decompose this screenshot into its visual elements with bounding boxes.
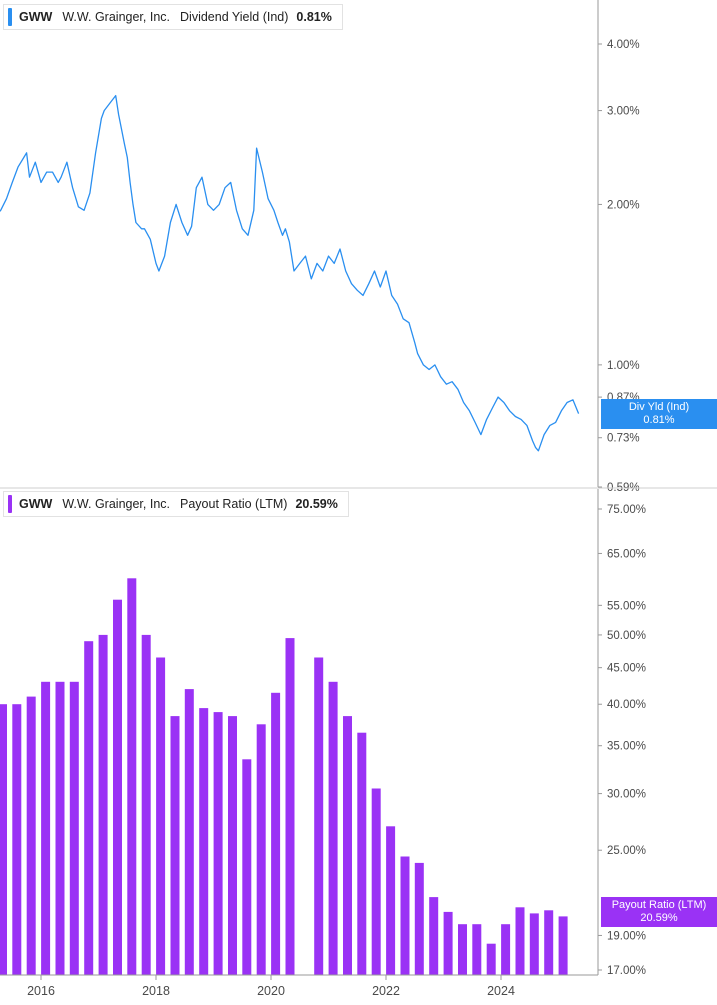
payout-bar (271, 692, 281, 975)
dividend-yield-line (0, 94, 580, 452)
payout-tag-label: Payout Ratio (LTM) (611, 899, 707, 911)
payout-bar (544, 910, 554, 975)
payout-bar (127, 578, 137, 975)
bottom-y-tick-label: 30.00% (607, 789, 646, 801)
bottom-legend-company: W.W. Grainger, Inc. (62, 497, 171, 511)
payout-bar (458, 924, 467, 975)
payout-bar (343, 716, 352, 975)
payout-bar (400, 856, 410, 975)
top-y-tick-label: 1.00% (607, 360, 640, 372)
payout-bar (0, 704, 7, 975)
bottom-y-tick-label: 17.00% (607, 965, 646, 977)
payout-bar (55, 681, 65, 975)
payout-bar (501, 924, 511, 975)
bottom-legend-value: 20.59% (295, 497, 338, 511)
payout-bar (141, 634, 151, 975)
payout-bar (414, 862, 424, 975)
payout-tag-value: 20.59% (640, 912, 678, 924)
payout-bar (242, 759, 252, 975)
bottom-legend-ticker: GWW (19, 497, 53, 511)
payout-bar (386, 826, 396, 975)
top-legend-value: 0.81% (296, 10, 332, 24)
payout-bar (486, 943, 496, 975)
payout-bar (328, 681, 338, 975)
div-yield-price-tag: Div Yld (Ind) 0.81% (601, 399, 717, 429)
payout-bar (371, 788, 381, 975)
bottom-legend: GWW W.W. Grainger, Inc. Payout Ratio (LT… (3, 491, 349, 517)
payout-bar (170, 716, 180, 975)
bottom-y-tick-label: 75.00% (607, 504, 646, 516)
bottom-y-tick-label: 45.00% (607, 663, 646, 675)
payout-bar (41, 681, 51, 975)
x-tick-label: 2024 (487, 984, 515, 998)
payout-bar (199, 708, 209, 975)
payout-bar (314, 657, 324, 975)
div-yield-tag-value: 0.81% (643, 414, 675, 426)
top-y-tick-label: 4.00% (607, 39, 640, 51)
x-tick-label: 2022 (372, 984, 400, 998)
payout-bar (213, 712, 223, 975)
bottom-y-tick-label: 50.00% (607, 630, 646, 642)
top-y-tick-label: 2.00% (607, 199, 640, 211)
payout-bar (443, 911, 453, 975)
top-legend-ticker: GWW (19, 10, 53, 24)
bottom-y-tick-label: 19.00% (607, 930, 646, 942)
top-y-tick-label: 3.00% (607, 106, 640, 118)
payout-bar (256, 724, 266, 975)
payout-bar (429, 897, 439, 975)
div-yield-tag-label: Div Yld (Ind) (628, 401, 690, 413)
payout-bar (98, 634, 108, 975)
bottom-y-tick-label: 40.00% (607, 699, 646, 711)
payout-bar (529, 913, 539, 975)
bottom-legend-swatch (8, 495, 12, 513)
bottom-y-tick-label: 25.00% (607, 845, 646, 857)
top-y-tick-label: 0.73% (607, 433, 640, 445)
top-legend-company: W.W. Grainger, Inc. (62, 10, 171, 24)
payout-bar (113, 599, 122, 975)
payout-bar (472, 924, 482, 975)
top-legend-metric: Dividend Yield (Ind) (180, 10, 289, 24)
payout-bar (558, 916, 568, 975)
payout-bar (84, 641, 94, 975)
payout-bar (26, 696, 36, 975)
payout-bar (357, 732, 367, 975)
top-legend: GWW W.W. Grainger, Inc. Dividend Yield (… (3, 4, 343, 30)
payout-bar (69, 681, 79, 975)
payout-bar (156, 657, 166, 975)
x-tick-label: 2016 (27, 984, 55, 998)
bottom-y-tick-label: 55.00% (607, 600, 646, 612)
payout-bar (515, 907, 525, 975)
payout-bar (184, 689, 194, 975)
bottom-legend-metric: Payout Ratio (LTM) (180, 497, 288, 511)
payout-ratio-price-tag: Payout Ratio (LTM) 20.59% (601, 897, 717, 927)
payout-bar (228, 716, 237, 975)
payout-bar (12, 704, 22, 975)
bottom-y-tick-label: 35.00% (607, 741, 646, 753)
bottom-y-tick-label: 65.00% (607, 548, 646, 560)
payout-bar (285, 638, 295, 975)
x-tick-label: 2018 (142, 984, 170, 998)
x-tick-label: 2020 (257, 984, 285, 998)
top-legend-swatch (8, 8, 12, 26)
